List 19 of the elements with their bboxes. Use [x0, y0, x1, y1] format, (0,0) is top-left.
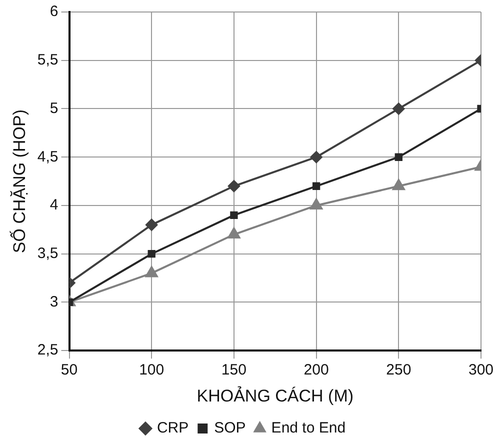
x-tick-label: 200: [304, 362, 329, 379]
y-tick-label: 2,5: [37, 342, 58, 359]
y-tick-label: 4: [50, 196, 58, 214]
y-tick-label: 6: [50, 3, 58, 20]
x-tick-label: 100: [139, 362, 164, 379]
y-tick-label: 3: [50, 293, 58, 310]
legend-label: CRP: [156, 420, 189, 437]
x-tick-label: 50: [60, 362, 78, 379]
y-tick-label: 3,5: [37, 245, 58, 262]
x-tick-label: 250: [386, 362, 412, 379]
legend-label: End to End: [271, 420, 346, 437]
y-tick-label: 4,5: [37, 148, 58, 166]
y-tick-label: 5: [50, 100, 58, 117]
x-axis-title: KHOẢNG CÁCH (M): [196, 385, 354, 406]
x-tick-label: 150: [221, 362, 246, 379]
y-tick-label: 5,5: [37, 52, 58, 69]
legend-label: SOP: [214, 420, 246, 437]
y-axis-title: SỐ CHẶNG (HOP): [8, 110, 29, 254]
x-tick-label: 300: [468, 362, 494, 379]
